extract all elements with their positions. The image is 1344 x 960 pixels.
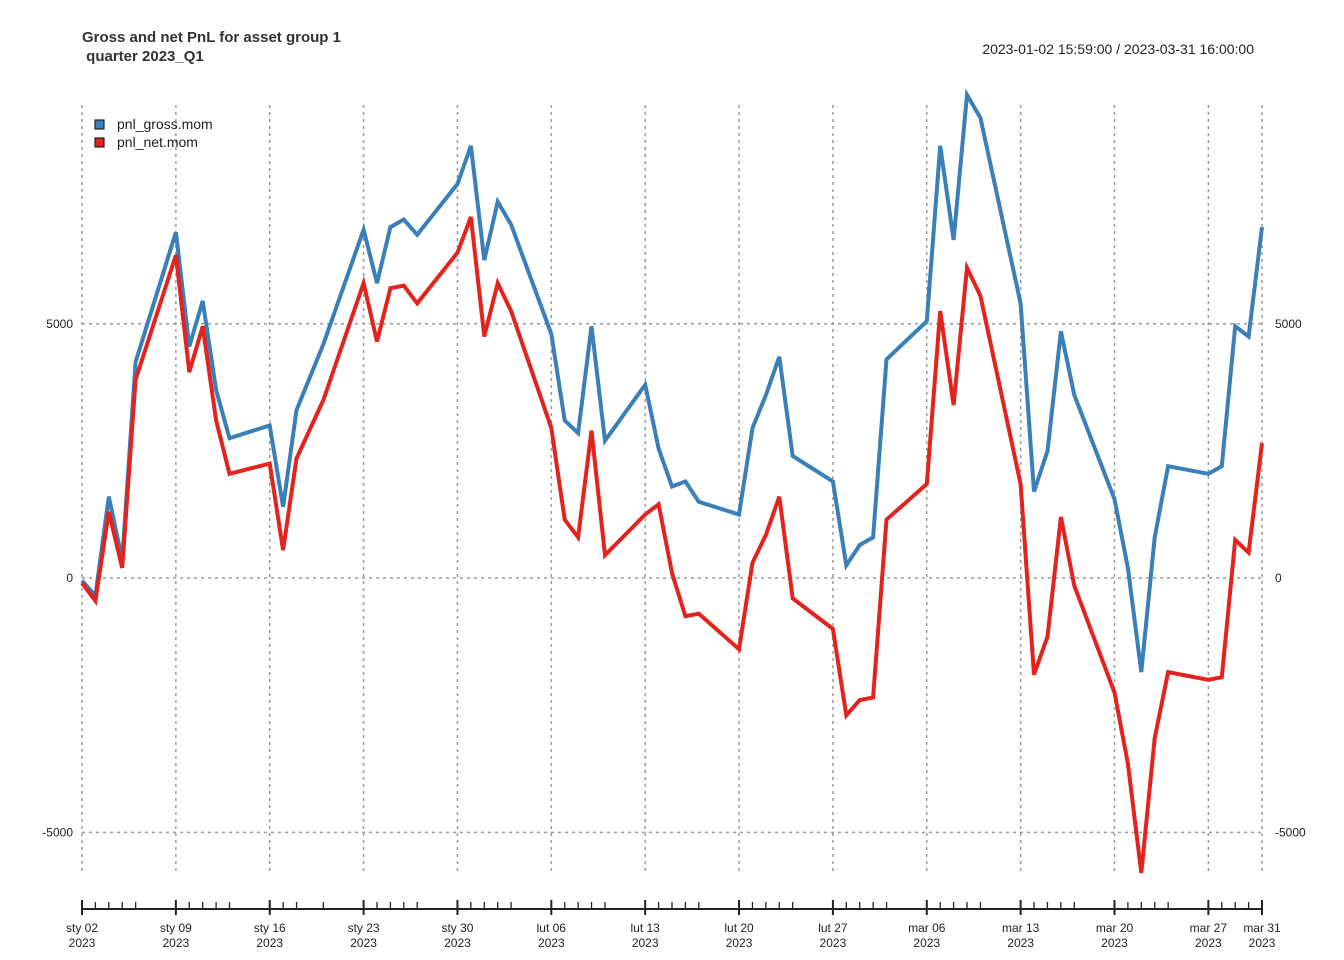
series-line-pnl-net-mom — [80, 216, 1264, 874]
x-tick-label-year: 2023 — [726, 936, 753, 950]
x-tick-label-date: sty 23 — [348, 921, 380, 935]
x-tick-label-year: 2023 — [444, 936, 471, 950]
x-tick-label-year: 2023 — [256, 936, 283, 950]
y-tick-label-right: 0 — [1275, 571, 1282, 585]
legend-label: pnl_net.mom — [117, 134, 198, 150]
y-tick-label-left: 0 — [66, 571, 73, 585]
x-tick-label-date: mar 13 — [1002, 921, 1040, 935]
x-tick-label-year: 2023 — [913, 936, 940, 950]
x-tick-label-year: 2023 — [1195, 936, 1222, 950]
legend-label: pnl_gross.mom — [117, 116, 213, 132]
x-tick-label-date: lut 27 — [818, 921, 848, 935]
chart-title-line-2: quarter 2023_Q1 — [82, 48, 204, 65]
x-tick-label-year: 2023 — [1007, 936, 1034, 950]
x-tick-label-year: 2023 — [820, 936, 847, 950]
series-line-pnl-gross-mom — [80, 88, 1264, 673]
x-tick-label-year: 2023 — [632, 936, 659, 950]
x-tick-label-year: 2023 — [1249, 936, 1276, 950]
x-tick-label-date: sty 09 — [160, 921, 192, 935]
x-tick-label-date: lut 13 — [631, 921, 661, 935]
y-tick-label-left: 5000 — [46, 317, 73, 331]
series-layer — [80, 88, 1264, 874]
x-tick-label-date: sty 16 — [254, 921, 286, 935]
y-tick-label-right: -5000 — [1275, 825, 1306, 839]
legend: pnl_gross.mom pnl_net.mom — [94, 116, 213, 150]
x-tick-label-date: lut 20 — [724, 921, 754, 935]
x-tick-label-date: mar 06 — [908, 921, 946, 935]
x-tick-label-date: lut 06 — [537, 921, 567, 935]
chart-title-line-1: Gross and net PnL for asset group 1 — [82, 29, 341, 46]
y-tick-label-right: 5000 — [1275, 317, 1302, 331]
legend-swatch — [94, 119, 105, 130]
x-tick-label-date: sty 30 — [441, 921, 473, 935]
x-tick-label-date: mar 20 — [1096, 921, 1134, 935]
grid-layer — [81, 105, 1263, 873]
x-tick-label-year: 2023 — [163, 936, 190, 950]
x-tick-label-date: sty 02 — [66, 921, 98, 935]
x-tick-label-date: mar 27 — [1190, 921, 1228, 935]
x-tick-label-year: 2023 — [350, 936, 377, 950]
x-tick-label-date: mar 31 — [1243, 921, 1281, 935]
legend-swatch — [94, 137, 105, 148]
y-tick-label-left: -5000 — [42, 825, 73, 839]
chart-title: Gross and net PnL for asset group 1 quar… — [82, 28, 341, 66]
x-tick-label-year: 2023 — [538, 936, 565, 950]
x-tick-label-year: 2023 — [1101, 936, 1128, 950]
date-range-label: 2023-01-02 15:59:00 / 2023-03-31 16:00:0… — [982, 41, 1254, 57]
x-tick-label-year: 2023 — [69, 936, 96, 950]
